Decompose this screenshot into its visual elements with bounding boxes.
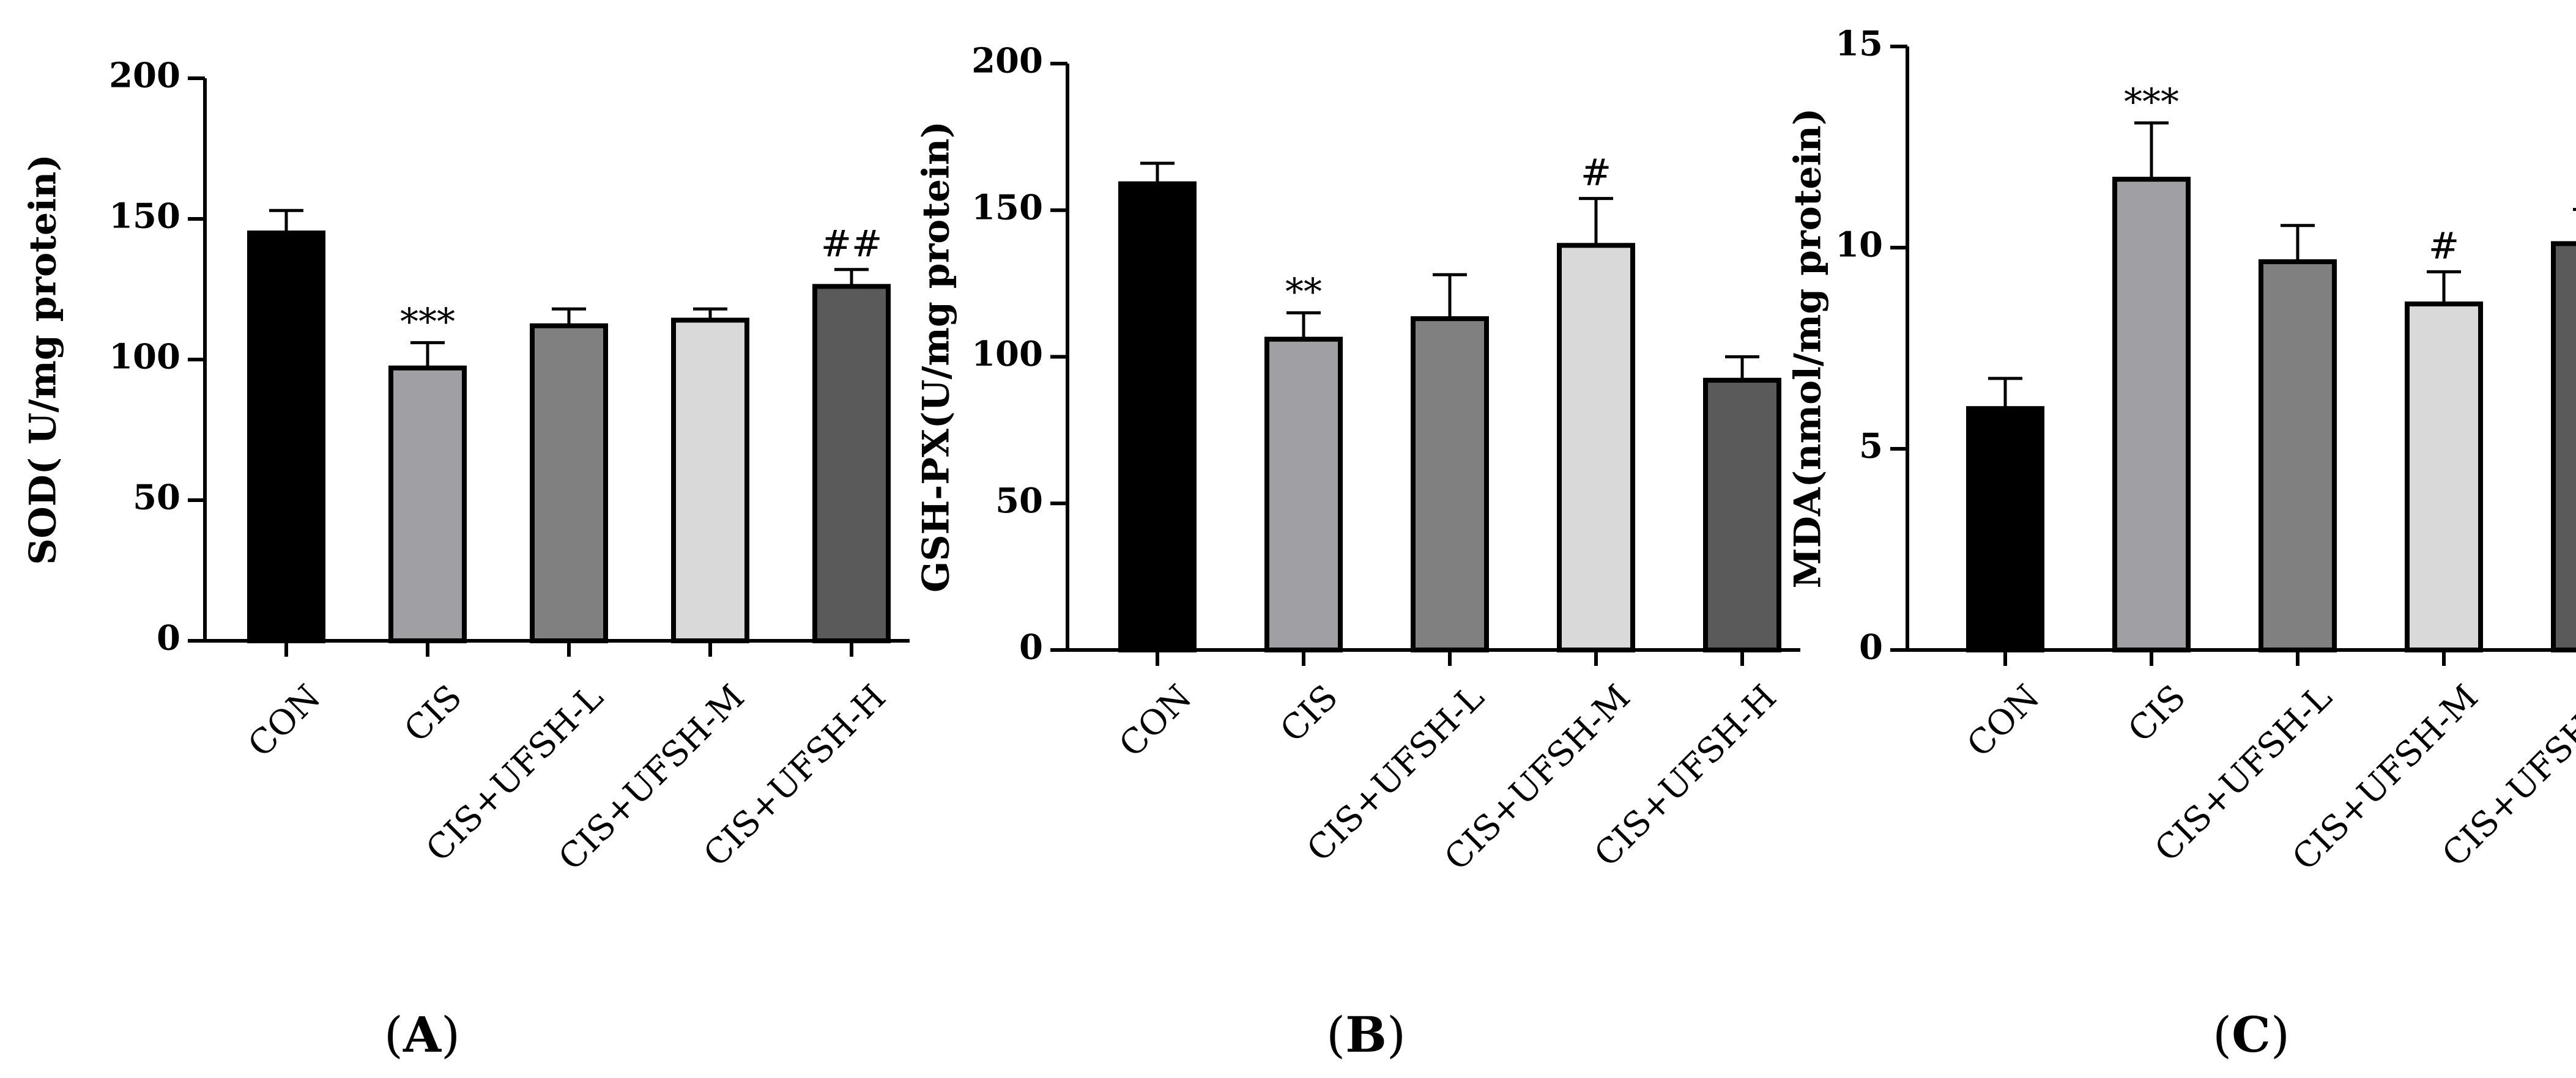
category-label: CIS <box>397 677 470 750</box>
panel-label: (A) <box>384 1006 461 1063</box>
panel-label: (B) <box>1326 1006 1406 1063</box>
bar <box>2405 301 2483 652</box>
bar <box>388 365 467 643</box>
significance-label: # <box>1581 152 1611 194</box>
panel-letter: A <box>403 1006 442 1063</box>
y-axis: 0 5 10 15 <box>1835 24 1909 668</box>
y-axis-label: MDA(nmol/mg protein) <box>1787 108 1830 589</box>
panel-label: (C) <box>2213 1006 2290 1063</box>
y-tick-label: 200 <box>971 41 1043 81</box>
panel-b: GSH-PX(U/mg protein) 0 50 100 150 200 ** # CO… <box>915 41 1800 1063</box>
panel-a: SOD( U/mg protein) 0 50 100 150 200 *** ## CO… <box>22 56 910 1063</box>
y-axis-label: SOD( U/mg protein) <box>22 154 65 565</box>
significance-label: ** <box>1285 271 1322 314</box>
panel-letter: C <box>2232 1006 2271 1063</box>
y-tick-label: 0 <box>157 618 180 659</box>
bar <box>247 231 325 643</box>
bars: *** # <box>1966 81 2576 653</box>
y-tick-label: 150 <box>971 187 1043 227</box>
bar <box>2259 259 2337 652</box>
bar <box>2551 241 2576 653</box>
category-label: CIS <box>2121 677 2194 750</box>
panel-letter: B <box>1345 1006 1387 1063</box>
y-tick-label: 100 <box>971 334 1043 374</box>
y-tick-label: 15 <box>1835 24 1883 64</box>
bar <box>812 284 891 643</box>
bars: ** # <box>1118 152 1781 653</box>
y-tick-label: 50 <box>133 478 180 518</box>
category-label: CON <box>240 677 328 765</box>
y-tick-label: 5 <box>1859 426 1883 467</box>
panel-c: MDA(nmol/mg protein) 0 5 10 15 *** # CON CIS C… <box>1787 24 2576 1063</box>
y-tick-label: 10 <box>1835 225 1883 265</box>
bar <box>530 323 608 643</box>
category-label: CON <box>1112 677 1199 765</box>
y-tick-label: 0 <box>1859 627 1883 668</box>
category-label: CIS <box>1273 677 1346 750</box>
y-axis: 0 50 100 150 200 <box>109 56 207 659</box>
bar <box>1411 316 1489 652</box>
bar <box>1264 336 1343 652</box>
bar <box>1118 181 1197 653</box>
y-tick-label: 200 <box>109 56 180 96</box>
y-tick-label: 50 <box>995 481 1043 521</box>
significance-label: *** <box>400 300 455 343</box>
bar <box>1703 377 1781 652</box>
bar <box>1966 406 2044 652</box>
significance-label: *** <box>2124 81 2179 124</box>
bar <box>1557 243 1635 653</box>
y-tick-label: 100 <box>109 337 180 377</box>
bars: *** ## <box>247 209 891 643</box>
bar <box>671 317 749 643</box>
bar <box>2112 177 2191 652</box>
y-tick-label: 0 <box>1019 627 1043 668</box>
category-label: CON <box>1959 677 2047 765</box>
y-axis-label: GSH-PX(U/mg protein) <box>915 121 958 593</box>
significance-label: # <box>2429 224 2459 267</box>
significance-label: ## <box>821 223 883 265</box>
y-axis: 0 50 100 150 200 <box>971 41 1069 668</box>
y-tick-label: 150 <box>109 196 180 237</box>
